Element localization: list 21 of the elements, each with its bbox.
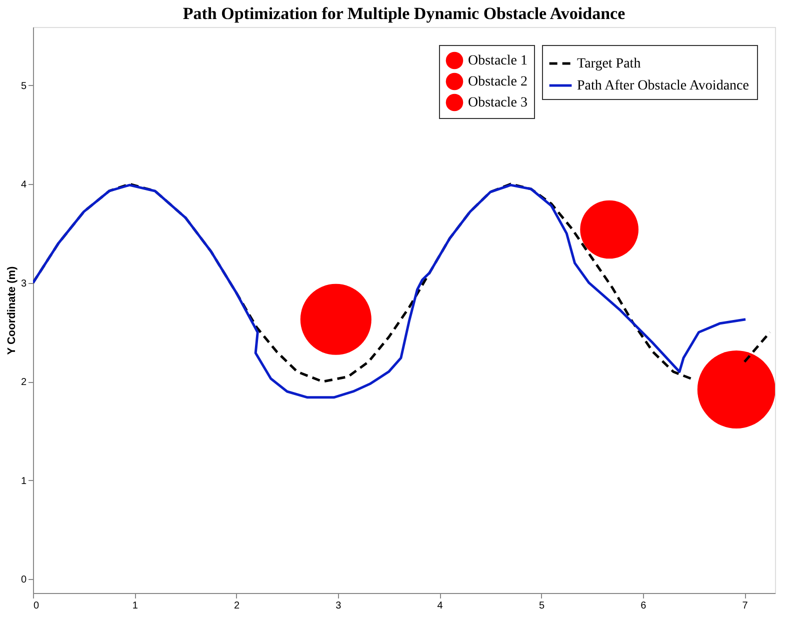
legend-label: Obstacle 2 xyxy=(468,74,528,90)
y-tick-label: 0 xyxy=(20,574,27,586)
x-tick-label: 2 xyxy=(234,600,240,612)
y-tick-label: 4 xyxy=(20,180,27,191)
y-tick-label: 3 xyxy=(20,278,27,290)
legend-label: Target Path xyxy=(577,56,641,72)
legend-label: Obstacle 1 xyxy=(468,54,528,68)
chart-title: Path Optimization for Multiple Dynamic Obstacle Avoidance xyxy=(182,4,626,23)
x-tick-label: 3 xyxy=(336,600,342,612)
y-axis-title: Y Coordinate (m) xyxy=(6,266,18,355)
legend-label: Obstacle 3 xyxy=(468,96,528,110)
x-tick-label: 4 xyxy=(437,600,444,612)
x-tick-label: 7 xyxy=(742,600,748,612)
y-tick-label: 2 xyxy=(20,377,27,388)
x-tick-label: 0 xyxy=(34,600,40,612)
y-tick-label: 1 xyxy=(20,476,27,487)
x-tick-label: 5 xyxy=(538,600,545,612)
y-tick-label: 5 xyxy=(20,80,27,92)
x-tick-label: 1 xyxy=(132,600,138,612)
x-tick-label: 6 xyxy=(640,600,647,612)
legend-label: Path After Obstacle Avoidance xyxy=(577,78,749,94)
